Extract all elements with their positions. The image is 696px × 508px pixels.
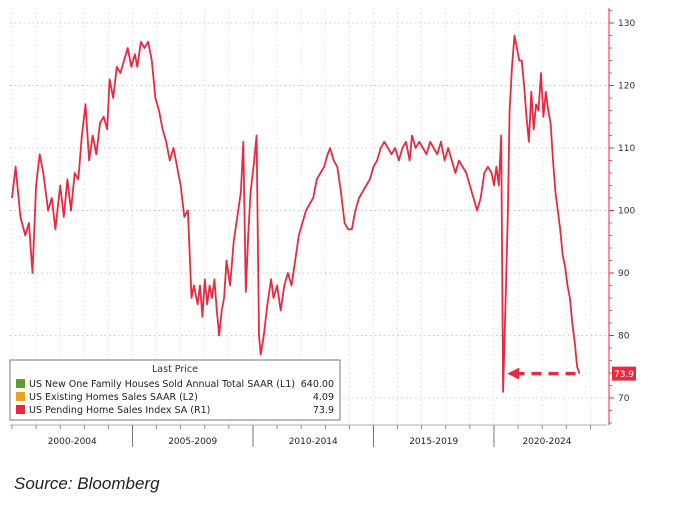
y-tick-label: 110 — [618, 144, 635, 154]
last-value-annotation: 73.9 — [507, 366, 636, 381]
y-tick-label: 120 — [618, 82, 635, 92]
y-tick-label: 100 — [618, 207, 635, 217]
y-tick-label: 130 — [618, 19, 635, 29]
legend-swatch — [16, 405, 25, 414]
legend: Last Price US New One Family Houses Sold … — [9, 359, 341, 421]
annotation-arrowhead — [507, 367, 520, 380]
x-period-label: 2000-2004 — [48, 437, 97, 447]
legend-swatch — [16, 379, 25, 388]
legend-value: 73.9 — [313, 405, 334, 416]
legend-label: US Existing Homes Sales SAAR (L2) — [29, 392, 198, 403]
y-tick-label: 80 — [618, 332, 630, 342]
y-axis: 70 80 90 100 110 120 130 — [608, 8, 635, 425]
series-line-pending-home-sales — [11, 34, 581, 393]
x-period-label: 2015-2019 — [409, 437, 458, 447]
x-period-label: 2005-2009 — [168, 437, 217, 447]
y-tick-label: 70 — [618, 394, 630, 404]
last-value-label: 73.9 — [614, 370, 634, 380]
legend-swatch — [16, 392, 25, 401]
legend-value: 4.09 — [313, 392, 334, 403]
x-axis-periods: 2000-2004 2005-2009 2010-2014 2015-2019 2020… — [10, 424, 607, 447]
grid — [10, 8, 607, 425]
x-period-label: 2020-2024 — [522, 437, 571, 447]
legend-box — [9, 359, 341, 421]
legend-title: Last Price — [152, 364, 198, 375]
x-period-label: 2010-2014 — [289, 437, 338, 447]
y-tick-label: 90 — [618, 269, 630, 279]
last-value-tag — [612, 366, 636, 381]
legend-label: US New One Family Houses Sold Annual Tot… — [29, 379, 295, 390]
legend-label: US Pending Home Sales Index SA (R1) — [29, 405, 210, 416]
source-caption: Source: Bloomberg — [14, 474, 160, 493]
series-layer — [11, 34, 581, 393]
legend-value: 640.00 — [301, 379, 334, 390]
